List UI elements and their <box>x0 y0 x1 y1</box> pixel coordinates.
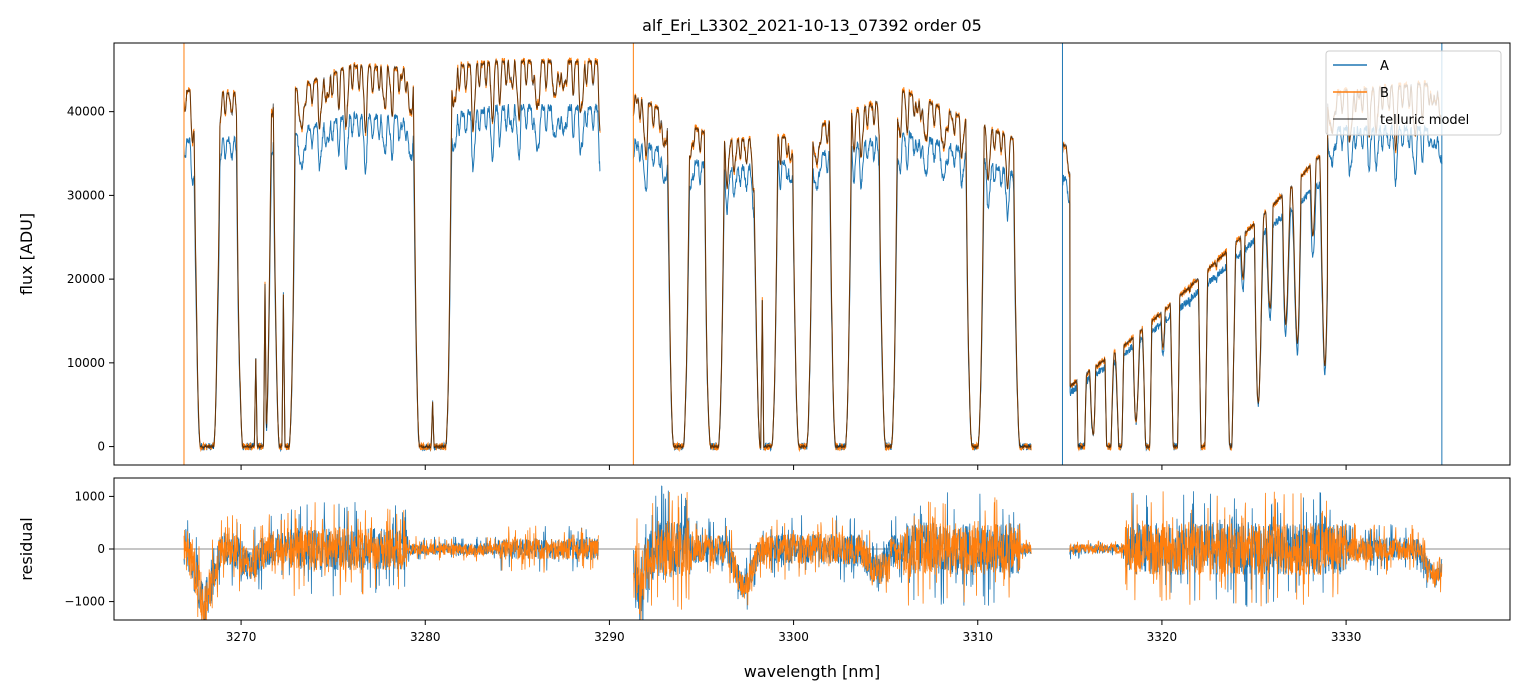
y-tick-label: 20000 <box>67 272 105 286</box>
y-tick-label: 10000 <box>67 356 105 370</box>
legend-label-a: A <box>1380 59 1389 74</box>
gap-markers <box>183 43 1443 465</box>
y-tick-label: 40000 <box>67 105 105 119</box>
x-tick-label: 3290 <box>594 630 625 644</box>
series-segment <box>183 58 601 450</box>
series-segment <box>1062 124 1443 452</box>
x-tick-label: 3270 <box>226 630 257 644</box>
y-tick-label: 30000 <box>67 188 105 202</box>
x-tick-label: 3300 <box>778 630 809 644</box>
legend-label-b: B <box>1380 86 1389 101</box>
y-tick-label: 1000 <box>74 489 105 503</box>
y-tick-label: −1000 <box>64 595 105 609</box>
flux-panel: 0 10000 20000 30000 40000 flux [ADU] A B tel… <box>17 42 1511 470</box>
x-tick-label: 3310 <box>962 630 993 644</box>
flux-x-ticks <box>240 465 1347 470</box>
y-tick-label: 0 <box>97 440 105 454</box>
y-tick-label: 0 <box>97 542 105 556</box>
residual-y-axis-label: residual <box>17 517 36 580</box>
flux-frame <box>113 42 1511 466</box>
residual-series-layer <box>114 485 1510 620</box>
residual-y-ticks: −1000 0 1000 <box>64 489 114 609</box>
chart-title: alf_Eri_L3302_2021-10-13_07392 order 05 <box>642 16 982 36</box>
x-tick-label: 3320 <box>1147 630 1178 644</box>
series-segment <box>183 103 601 453</box>
legend: A B telluric model <box>1325 50 1502 136</box>
series-b-residual <box>183 491 1443 620</box>
residual-segment <box>183 502 599 620</box>
legend-label-telluric-model: telluric model <box>1380 113 1469 128</box>
residual-x-axis-label: wavelength [nm] <box>744 662 881 681</box>
flux-series-layer <box>183 43 1443 465</box>
flux-y-ticks: 0 10000 20000 30000 40000 <box>67 105 114 454</box>
x-tick-label: 3330 <box>1331 630 1362 644</box>
series-segment <box>632 89 1032 450</box>
x-tick-label: 3280 <box>410 630 441 644</box>
residual-segment <box>633 491 1032 620</box>
residual-x-ticks: 3270 3280 3290 3300 3310 3320 3330 <box>226 620 1362 644</box>
residual-segment <box>1069 491 1443 607</box>
legend-frame <box>1325 50 1502 136</box>
flux-y-axis-label: flux [ADU] <box>17 213 36 295</box>
